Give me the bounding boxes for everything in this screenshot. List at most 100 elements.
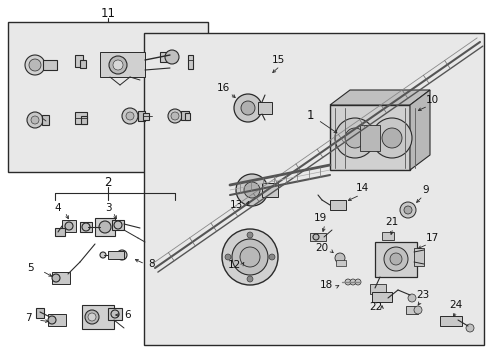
Text: 24: 24 xyxy=(448,300,462,310)
Text: 3: 3 xyxy=(104,203,111,213)
Circle shape xyxy=(222,229,278,285)
Circle shape xyxy=(85,310,99,324)
Bar xyxy=(75,112,87,124)
Circle shape xyxy=(126,112,134,120)
Circle shape xyxy=(246,276,252,282)
Circle shape xyxy=(399,202,415,218)
Circle shape xyxy=(334,253,345,263)
Circle shape xyxy=(31,116,39,124)
Circle shape xyxy=(383,247,407,271)
Bar xyxy=(143,33,483,345)
Text: 8: 8 xyxy=(148,259,155,269)
Bar xyxy=(329,105,409,170)
Bar xyxy=(181,111,189,120)
Circle shape xyxy=(234,94,262,122)
Bar xyxy=(75,55,83,67)
Bar xyxy=(55,228,65,236)
Circle shape xyxy=(241,101,254,115)
Circle shape xyxy=(224,254,230,260)
Circle shape xyxy=(349,279,355,285)
Bar xyxy=(359,125,379,151)
Circle shape xyxy=(413,306,421,314)
Polygon shape xyxy=(409,90,429,170)
Text: 19: 19 xyxy=(313,213,326,223)
Text: 7: 7 xyxy=(24,313,31,323)
Bar xyxy=(405,306,417,314)
Bar xyxy=(82,305,114,329)
Circle shape xyxy=(312,234,318,240)
Bar xyxy=(187,55,193,69)
Bar xyxy=(81,116,87,124)
Bar xyxy=(142,113,149,120)
Bar xyxy=(184,113,190,120)
Text: 18: 18 xyxy=(319,280,332,290)
Bar xyxy=(262,183,278,197)
Circle shape xyxy=(113,60,123,70)
Text: 14: 14 xyxy=(355,183,368,193)
Text: 11: 11 xyxy=(101,6,115,19)
Circle shape xyxy=(244,182,260,198)
Circle shape xyxy=(240,247,260,267)
Text: 6: 6 xyxy=(124,310,131,320)
Circle shape xyxy=(88,313,96,321)
Circle shape xyxy=(29,59,41,71)
Bar xyxy=(413,248,423,266)
Text: 20: 20 xyxy=(315,243,328,253)
Circle shape xyxy=(52,274,60,282)
Bar xyxy=(439,316,461,326)
Bar xyxy=(52,272,70,284)
Circle shape xyxy=(27,112,43,128)
Bar xyxy=(381,232,393,240)
Circle shape xyxy=(389,253,401,265)
Text: 1: 1 xyxy=(305,108,313,122)
Circle shape xyxy=(246,232,252,238)
Bar xyxy=(374,242,416,277)
Text: 23: 23 xyxy=(415,290,429,300)
Text: 9: 9 xyxy=(422,185,428,195)
Circle shape xyxy=(48,316,56,324)
Circle shape xyxy=(82,223,90,231)
Bar xyxy=(371,292,391,302)
Circle shape xyxy=(465,324,473,332)
Bar xyxy=(108,308,122,320)
Circle shape xyxy=(171,112,179,120)
Circle shape xyxy=(114,221,122,229)
Circle shape xyxy=(99,221,111,233)
Polygon shape xyxy=(329,90,429,105)
Circle shape xyxy=(100,252,106,258)
Circle shape xyxy=(168,109,182,123)
Bar xyxy=(309,233,325,241)
Bar xyxy=(36,308,44,318)
Bar xyxy=(108,251,124,259)
Bar xyxy=(329,200,346,210)
Text: 4: 4 xyxy=(55,203,61,213)
Bar xyxy=(112,220,124,230)
Bar xyxy=(160,52,176,62)
Bar xyxy=(42,115,49,125)
Circle shape xyxy=(25,55,45,75)
Bar xyxy=(8,22,207,172)
Text: 17: 17 xyxy=(425,233,438,243)
Bar xyxy=(369,284,385,294)
Circle shape xyxy=(109,56,127,74)
Bar xyxy=(48,314,66,326)
Circle shape xyxy=(117,250,127,260)
Circle shape xyxy=(403,206,411,214)
Circle shape xyxy=(236,174,267,206)
Circle shape xyxy=(381,128,401,148)
Text: 10: 10 xyxy=(425,95,438,105)
Circle shape xyxy=(65,222,73,230)
Circle shape xyxy=(407,294,415,302)
Bar xyxy=(258,102,271,114)
Bar xyxy=(43,60,57,70)
Circle shape xyxy=(345,279,350,285)
Bar xyxy=(100,52,145,77)
Circle shape xyxy=(371,118,411,158)
Circle shape xyxy=(164,50,179,64)
Bar xyxy=(138,111,145,121)
Text: 22: 22 xyxy=(368,302,382,312)
Circle shape xyxy=(122,108,138,124)
Bar xyxy=(80,222,92,232)
Text: 12: 12 xyxy=(227,260,240,270)
Text: 21: 21 xyxy=(385,217,398,227)
